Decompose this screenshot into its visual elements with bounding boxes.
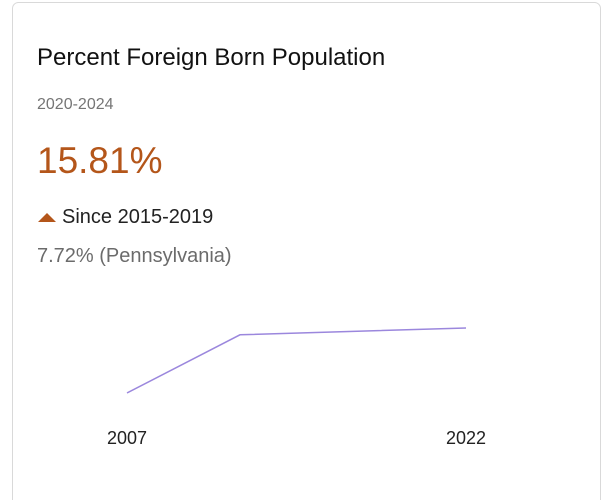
comparison: 7.72% (Pennsylvania) bbox=[37, 245, 232, 267]
period: 2020-2024 bbox=[37, 96, 114, 113]
change-label: Since 2015-2019 bbox=[62, 206, 213, 228]
card-title: Percent Foreign Born Population bbox=[37, 44, 385, 71]
sparkline: 2007 2022 bbox=[107, 327, 486, 448]
line bbox=[126, 327, 467, 394]
up-arrow bbox=[38, 213, 56, 222]
x-tick-label: 2022 bbox=[446, 428, 486, 448]
headline-value: 15.81% bbox=[37, 140, 163, 181]
x-tick-label: 2007 bbox=[107, 428, 147, 448]
